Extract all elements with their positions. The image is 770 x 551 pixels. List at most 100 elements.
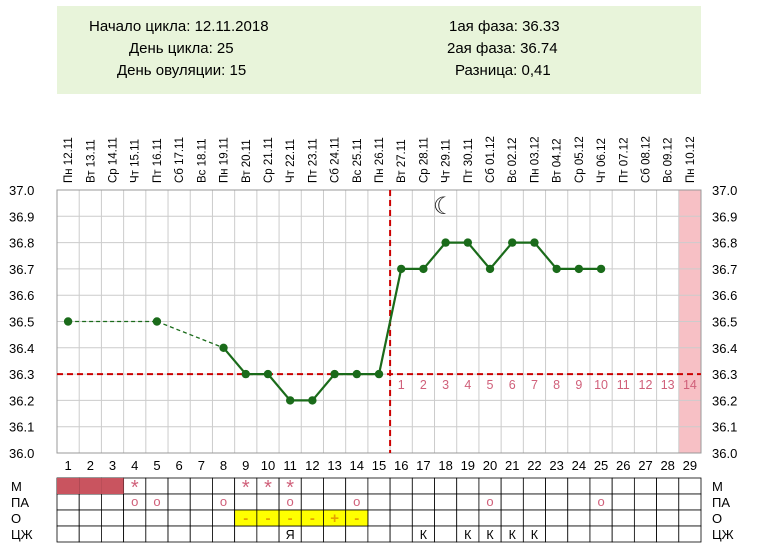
- mucus-mark: -: [310, 510, 315, 527]
- date-label: Сб 24.11: [330, 137, 342, 183]
- table-cell: [656, 509, 680, 527]
- table-cell: [56, 525, 80, 543]
- table-cell: [300, 525, 324, 543]
- x-tick-label: 29: [683, 458, 697, 473]
- date-label: Чт 06.12: [596, 138, 608, 183]
- table-cell: [323, 493, 347, 511]
- date-label: Вс 02.12: [507, 138, 519, 183]
- table-cell: [323, 525, 347, 543]
- table-cell: [189, 493, 213, 511]
- y-axis-ticks: 36.0 36.0 36.1 36.1 36.2 36.2 36.3 36.3 36.4 36.4…: [9, 183, 737, 461]
- date-label: Пн 26.11: [374, 137, 386, 183]
- y-tick-label-right: 37.0: [712, 183, 737, 198]
- phase1-text: 1ая фаза: 36.33: [449, 18, 560, 35]
- temperature-point: [63, 317, 73, 326]
- table-cell: [78, 525, 102, 543]
- x-tick-label: 25: [594, 458, 608, 473]
- temperature-points: [63, 238, 606, 405]
- table-cell: [167, 525, 191, 543]
- row-label-right: М: [712, 479, 723, 494]
- temperature-point: [352, 369, 361, 379]
- table-cell: [434, 493, 458, 511]
- x-tick-label: 10: [261, 458, 275, 473]
- pa-mark: o: [220, 494, 227, 509]
- temperature-point: [530, 238, 539, 247]
- y-tick-label-right: 36.7: [712, 262, 737, 277]
- mucus-mark: -: [288, 510, 293, 527]
- temperature-point: [241, 369, 250, 379]
- temperature-segment: [377, 268, 403, 375]
- cervix-k-mark: К: [420, 528, 428, 542]
- table-cell: [56, 493, 80, 511]
- luteal-day-label: 4: [464, 378, 471, 392]
- pa-mark: o: [353, 494, 360, 509]
- table-cell: [167, 493, 191, 511]
- table-cell: [522, 477, 546, 495]
- table-cell: [545, 525, 569, 543]
- temperature-point: [441, 238, 450, 247]
- temperature-point: [308, 396, 317, 405]
- mucus-mark: +: [330, 510, 339, 527]
- period-cell: [79, 478, 102, 494]
- mucus-mark: -: [243, 510, 248, 527]
- table-cell: [678, 525, 702, 543]
- chart-grid: [56, 189, 702, 454]
- table-cell: [145, 509, 169, 527]
- table-cell: [633, 509, 657, 527]
- temperature-point: [219, 343, 228, 352]
- temperature-point: [285, 396, 295, 405]
- cervix-k-mark: К: [464, 528, 472, 542]
- luteal-day-label: 13: [661, 378, 675, 392]
- date-label: Пт 23.11: [307, 138, 319, 183]
- table-cell: [478, 477, 502, 495]
- temperature-segment: [311, 373, 336, 402]
- table-cell: [212, 477, 236, 495]
- table-cell: [633, 525, 657, 543]
- y-tick-label-left: 37.0: [9, 183, 34, 198]
- y-tick-label-left: 36.4: [9, 341, 34, 356]
- plot-border: [56, 189, 702, 454]
- mucus-mark: -: [265, 510, 270, 527]
- luteal-day-label: 7: [531, 378, 538, 392]
- y-tick-label-right: 36.9: [712, 209, 737, 224]
- x-tick-label: 16: [394, 458, 408, 473]
- difference-text: Разница: 0,41: [455, 62, 551, 79]
- phase2-text: 2ая фаза: 36.74: [447, 40, 558, 57]
- pa-mark: o: [287, 494, 294, 509]
- table-cell: [678, 477, 702, 495]
- period-cell: [57, 478, 80, 494]
- period-cell: [101, 478, 124, 494]
- date-label: Сб 17.11: [174, 137, 186, 183]
- table-cell: [145, 525, 169, 543]
- temperature-point: [152, 317, 162, 326]
- date-label: Вт 13.11: [85, 139, 97, 183]
- x-tick-label: 2: [87, 458, 94, 473]
- luteal-day-label: 2: [420, 378, 427, 392]
- date-label: Пт 16.11: [152, 138, 164, 183]
- row-label-left: О: [11, 511, 21, 526]
- date-label: Вс 25.11: [352, 138, 364, 183]
- ovulation-day-text: День овуляции: 15: [117, 62, 247, 79]
- x-tick-label: 28: [660, 458, 674, 473]
- temperature-point: [374, 369, 384, 379]
- table-cell: [212, 509, 236, 527]
- pa-mark: o: [597, 494, 604, 509]
- table-cell: [633, 493, 657, 511]
- y-tick-label-left: 36.1: [9, 420, 34, 435]
- y-tick-label-right: 36.3: [712, 367, 737, 382]
- x-tick-label: 20: [483, 458, 497, 473]
- row-label-right: ЦЖ: [712, 527, 734, 542]
- symptom-table: М МПА ПАО ОЦЖ ЦЖ* * * *o o o o o o o- - - - + -Я К К К К К: [11, 477, 734, 543]
- x-tick-label: 15: [372, 458, 386, 473]
- temperature-point: [485, 264, 495, 274]
- temperature-point: [508, 238, 517, 247]
- table-cell: [189, 477, 213, 495]
- x-tick-label: 5: [153, 458, 160, 473]
- table-cell: [411, 509, 435, 527]
- x-tick-label: 24: [572, 458, 586, 473]
- table-cell: [389, 525, 413, 543]
- y-tick-label-right: 36.4: [712, 341, 737, 356]
- row-label-left: М: [11, 479, 22, 494]
- y-tick-label-left: 36.2: [9, 393, 34, 408]
